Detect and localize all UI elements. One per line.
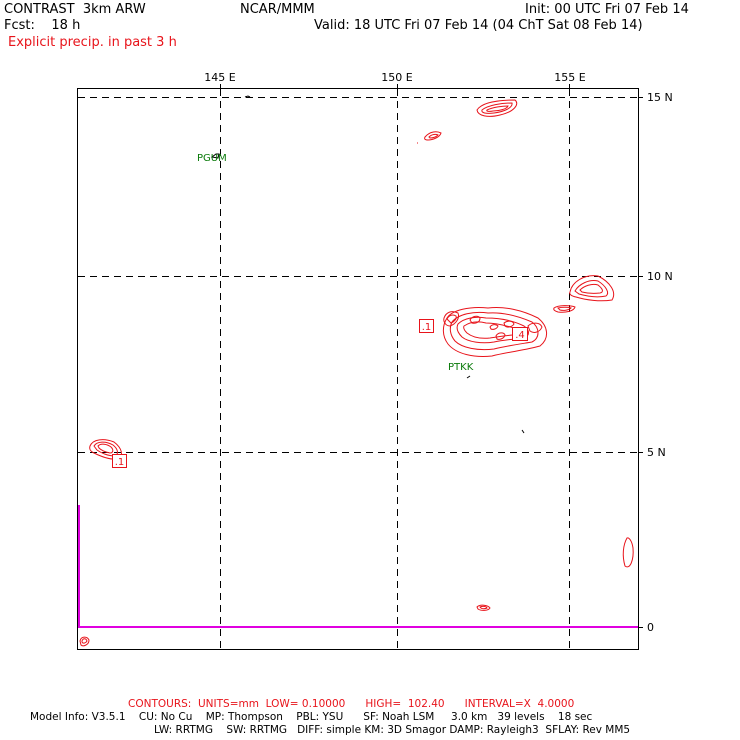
lat-label-10n: 10 N: [647, 270, 673, 283]
precip-contours: [79, 99, 634, 647]
contour-label-text: .4: [515, 330, 525, 341]
organization-label: NCAR/MMM: [240, 2, 315, 17]
lon-label-145e: 145 E: [204, 71, 235, 84]
contour-info: CONTOURS: UNITS=mm LOW= 0.10000 HIGH= 10…: [128, 698, 575, 710]
station-ptkk: PTKK: [448, 362, 474, 373]
guam-outline: [210, 153, 220, 159]
lon-label-150e: 150 E: [381, 71, 412, 84]
map-frame: [77, 88, 639, 650]
tick-marks: [220, 84, 643, 628]
forecast-hour: Fcst: 18 h: [4, 18, 81, 33]
field-description: Explicit precip. in past 3 h: [8, 35, 177, 50]
contour-label-text: .1: [422, 322, 432, 333]
lat-label-15n: 15 N: [647, 91, 673, 104]
contour-value-labels: .1 .1 .4: [112, 319, 528, 468]
lon-label-155e: 155 E: [554, 71, 585, 84]
model-title: CONTRAST 3km ARW: [4, 2, 146, 17]
model-info-line2: LW: RRTMG SW: RRTMG DIFF: simple KM: 3D …: [154, 724, 631, 736]
island-outline: [244, 95, 251, 98]
contour-label-text: .1: [115, 457, 125, 468]
chuuk-outline: [466, 375, 471, 379]
lat-label-0: 0: [647, 621, 654, 634]
model-info-line1: Model Info: V3.5.1 CU: No Cu MP: Thompso…: [30, 711, 593, 723]
domain-boundary: [78, 505, 638, 628]
init-time: Init: 00 UTC Fri 07 Feb 14: [525, 2, 689, 17]
lat-lon-grid: [78, 89, 638, 649]
contour-label: .1: [419, 319, 434, 333]
contour-label: .1: [112, 454, 127, 468]
coastlines: [210, 95, 525, 434]
valid-time: Valid: 18 UTC Fri 07 Feb 14 (04 ChT Sat …: [314, 18, 643, 33]
lat-label-5n: 5 N: [647, 446, 666, 459]
island-outline: [521, 429, 525, 434]
station-pgum: PGUM: [197, 153, 227, 164]
contour-label: .4: [512, 327, 528, 341]
